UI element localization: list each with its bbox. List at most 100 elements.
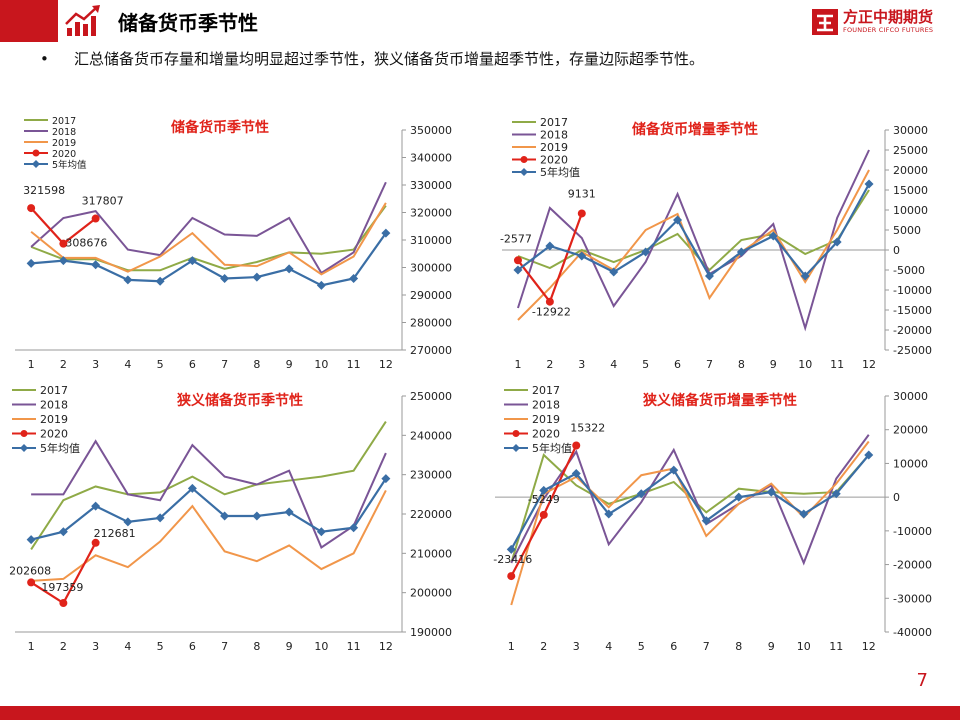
legend-label: 2017 [52, 116, 76, 127]
legend-marker [512, 444, 520, 452]
x-tick-label: 1 [28, 358, 35, 371]
chart-title: 储备货币季节性 [170, 119, 269, 136]
data-point-avg [736, 247, 746, 257]
data-point-avg [26, 258, 36, 268]
y-tick-label: 20000 [893, 424, 928, 437]
data-point-avg [252, 272, 262, 282]
chart-narrow-reserve-money-level: 190000 200000 210000 220000 230000 240000 2500… [9, 384, 452, 653]
data-point-2020 [513, 256, 522, 265]
y-tick-label: -20000 [893, 324, 932, 337]
x-tick-label: 1 [508, 640, 515, 653]
x-tick-label: 10 [314, 640, 328, 653]
data-point-avg [316, 280, 326, 290]
data-point-avg [381, 228, 391, 238]
x-tick-label: 8 [735, 640, 742, 653]
y-tick-label: -25000 [893, 344, 932, 357]
data-point-avg [799, 509, 809, 519]
x-tick-label: 6 [189, 358, 196, 371]
x-tick-label: 2 [60, 358, 67, 371]
legend-label: 2020 [40, 428, 68, 441]
chart-title: 储备货币增量季节性 [631, 121, 758, 138]
series-line-2017 [30, 421, 387, 550]
x-tick-label: 6 [674, 358, 681, 371]
chart-reserve-money-level: 270000 280000 290000 300000 310000 320000 3300… [15, 116, 452, 371]
data-point-avg [734, 492, 744, 502]
legend-label: 2017 [532, 384, 560, 397]
data-label: 15322 [570, 421, 605, 434]
y-tick-label: 30000 [893, 124, 928, 137]
data-point-avg [349, 274, 359, 283]
y-tick-label: 290000 [410, 289, 452, 302]
legend-marker [32, 160, 40, 168]
series-line-2019 [517, 169, 870, 321]
y-tick-label: 10000 [893, 204, 928, 217]
y-tick-label: 280000 [410, 317, 452, 330]
data-point-avg [123, 517, 133, 527]
data-point-2020 [91, 214, 100, 223]
data-point-avg [284, 264, 294, 274]
x-tick-label: 9 [286, 358, 293, 371]
legend-marker [20, 444, 28, 452]
y-tick-label: 310000 [410, 234, 452, 247]
data-point-avg [669, 465, 679, 475]
logo-mark-icon [812, 9, 838, 35]
data-point-avg [800, 271, 810, 281]
data-point-avg [768, 231, 778, 241]
y-tick-label: 330000 [410, 179, 452, 192]
x-tick-label: 3 [578, 358, 585, 371]
data-point-2020 [59, 599, 68, 608]
x-tick-label: 6 [189, 640, 196, 653]
legend-label: 2019 [40, 413, 68, 426]
data-point-2020 [27, 204, 36, 213]
data-point-avg [123, 275, 133, 285]
legend-label: 2019 [532, 413, 560, 426]
data-point-avg [832, 237, 842, 247]
series-line-2018 [517, 149, 870, 332]
logo-chinese-name: 方正中期期货 [843, 8, 934, 26]
series-line-2018 [31, 439, 387, 549]
series-line-5年均值 [517, 183, 871, 278]
data-point-avg [539, 485, 549, 495]
page-number: 7 [916, 670, 928, 691]
data-point-2020 [539, 510, 548, 519]
x-tick-label: 12 [862, 358, 876, 371]
y-tick-label: -40000 [893, 626, 932, 639]
data-point-avg [316, 527, 326, 537]
data-point-avg [252, 511, 262, 521]
y-tick-label: 240000 [410, 429, 452, 442]
x-tick-label: 3 [92, 640, 99, 653]
legend-label: 2019 [540, 141, 568, 154]
x-tick-label: 10 [797, 640, 811, 653]
data-point-avg [506, 544, 516, 554]
y-tick-label: 230000 [410, 469, 452, 482]
legend-label: 2017 [40, 384, 68, 397]
x-tick-label: 8 [738, 358, 745, 371]
data-point-2020 [572, 441, 581, 450]
data-label: 317807 [82, 195, 124, 208]
legend-label: 5年均值 [532, 441, 572, 455]
y-tick-label: 20000 [893, 164, 928, 177]
x-tick-label: 11 [347, 358, 361, 371]
data-point-avg [187, 256, 197, 266]
legend-label: 2020 [532, 428, 560, 441]
footer-bar [0, 706, 960, 720]
summary-text: 汇总储备货币存量和增量均明显超过季节性，狭义储备货币增量超季节性，存量边际超季节… [74, 50, 705, 68]
data-point-avg [673, 215, 683, 225]
page-title: 储备货币季节性 [118, 11, 258, 35]
x-tick-label: 9 [768, 640, 775, 653]
data-label: -5249 [528, 493, 560, 506]
x-tick-label: 12 [379, 358, 393, 371]
data-label: 212681 [94, 527, 136, 540]
data-label: 321598 [23, 184, 65, 197]
chart-title: 狭义储备货币增量季节性 [642, 392, 797, 409]
data-point-avg [577, 251, 587, 261]
data-point-avg [701, 516, 711, 526]
chart-reserve-money-increment: -25000 -20000 -15000 -10000 -5000 0 5000 10000 1… [500, 116, 932, 371]
y-tick-label: 15000 [893, 184, 928, 197]
y-tick-label: 220000 [410, 508, 452, 521]
x-tick-label: 11 [829, 640, 843, 653]
y-tick-label: 320000 [410, 207, 452, 220]
rising-chart-icon [65, 5, 100, 36]
y-tick-label: -10000 [893, 525, 932, 538]
series-line-2017 [30, 205, 387, 272]
